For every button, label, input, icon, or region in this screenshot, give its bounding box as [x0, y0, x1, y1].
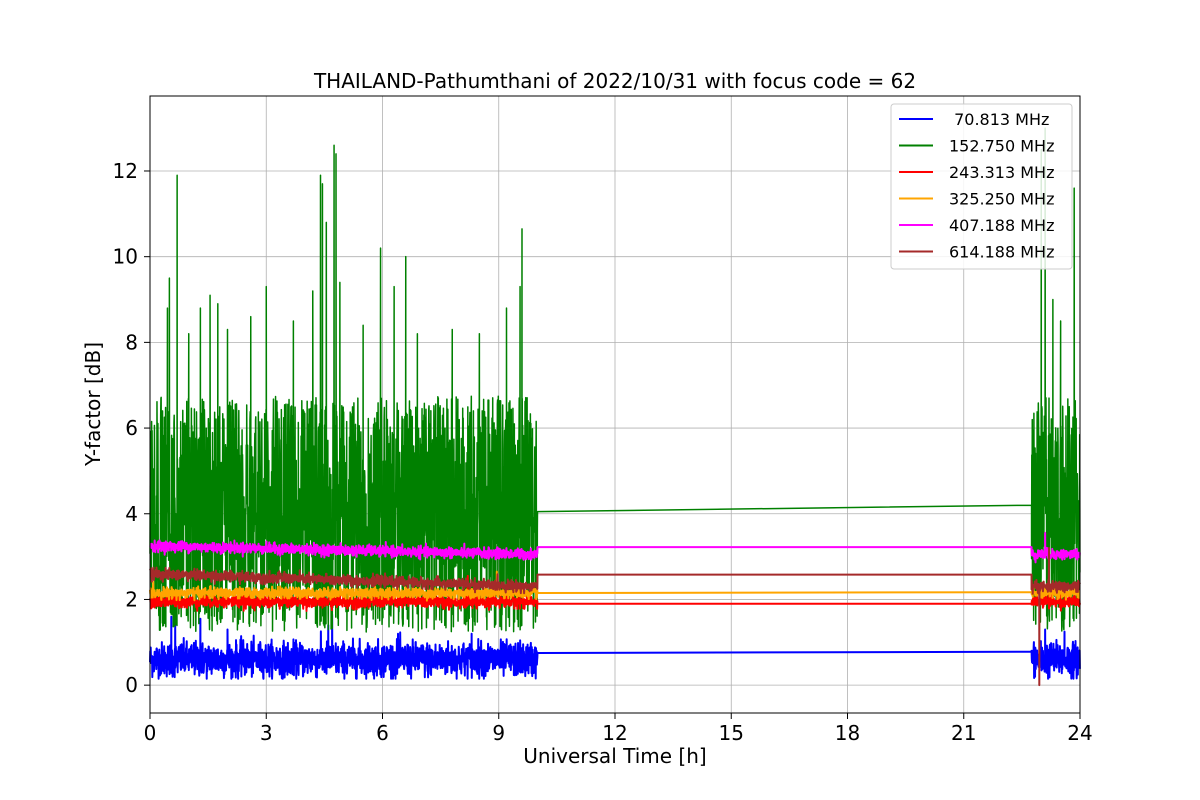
y-tick-label: 8	[125, 330, 138, 354]
x-tick-label: 6	[376, 721, 389, 745]
x-tick-label: 0	[144, 721, 157, 745]
chart-title: THAILAND-Pathumthani of 2022/10/31 with …	[313, 69, 916, 93]
x-tick-label: 3	[260, 721, 273, 745]
y-tick-label: 2	[125, 587, 138, 611]
x-tick-label: 18	[835, 721, 860, 745]
x-tick-label: 12	[602, 721, 627, 745]
legend: 70.813 MHz 152.750 MHz 243.313 MHz 325.250 …	[890, 103, 1073, 270]
y-tick-label: 12	[113, 159, 138, 183]
series-line-5	[149, 547, 1081, 687]
series-line-4	[149, 532, 1081, 564]
legend-label: 407.188 MHz	[949, 216, 1054, 235]
x-tick-label: 21	[951, 721, 976, 745]
legend-label: 70.813 MHz	[949, 110, 1049, 129]
y-tick-label: 4	[125, 502, 138, 526]
legend-label: 614.188 MHz	[949, 243, 1054, 262]
legend-label: 152.750 MHz	[949, 137, 1054, 156]
plot-lines	[149, 127, 1081, 687]
legend-label: 325.250 MHz	[949, 190, 1054, 209]
y-tick-label: 0	[125, 673, 138, 697]
y-axis-label: Y-factor [dB]	[81, 342, 105, 467]
y-tick-label: 10	[113, 245, 138, 269]
x-axis-label: Universal Time [h]	[523, 744, 706, 768]
legend-box	[890, 103, 1073, 270]
series-line-0	[149, 613, 1081, 680]
legend-label: 243.313 MHz	[949, 163, 1054, 182]
x-tick-label: 9	[492, 721, 505, 745]
x-tick-label: 15	[719, 721, 744, 745]
x-tick-label: 24	[1067, 721, 1092, 745]
y-tick-label: 6	[125, 416, 138, 440]
